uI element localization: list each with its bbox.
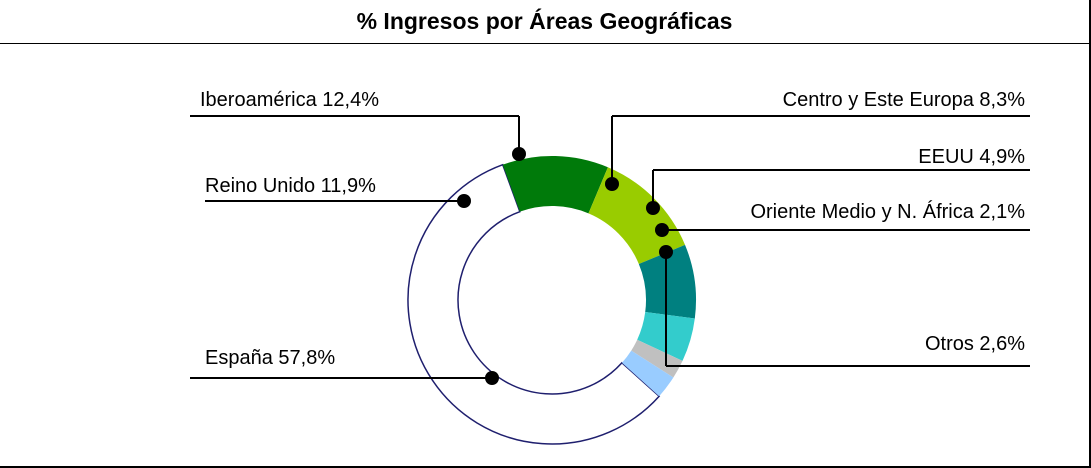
label-otros: Otros 2,6% xyxy=(925,333,1025,355)
marker-dot-oriente-medio-y-n-africa xyxy=(655,223,669,237)
callouts-group: España 57,8% Reino Unido 11,9% Iberoaméric… xyxy=(190,89,1030,385)
slice-otros xyxy=(621,350,674,397)
label-espana: España 57,8% xyxy=(205,347,335,369)
slice-espana xyxy=(407,163,661,445)
marker-dot-eeuu xyxy=(646,201,660,215)
marker-dot-espana xyxy=(485,371,499,385)
label-reino-unido: Reino Unido 11,9% xyxy=(205,175,376,197)
marker-dot-reino-unido xyxy=(457,194,471,208)
marker-dot-iberoamerica xyxy=(512,147,526,161)
marker-dot-centro-y-este-europa xyxy=(605,177,619,191)
label-eeuu: EEUU 4,9% xyxy=(918,146,1025,168)
leader-line-otros xyxy=(665,252,1030,367)
marker-dot-otros xyxy=(659,245,673,259)
slice-iberoamerica xyxy=(588,167,686,264)
title-bar: % Ingresos por Áreas Geográficas xyxy=(0,0,1089,44)
leader-line-centro-y-este-europa xyxy=(611,115,1030,184)
label-oriente-medio-y-n-africa: Oriente Medio y N. África 2,1% xyxy=(750,200,1025,223)
label-centro-y-este-europa: Centro y Este Europa 8,3% xyxy=(783,89,1026,111)
slice-centro-y-este-europa xyxy=(638,244,696,319)
slice-reino-unido xyxy=(502,156,608,214)
chart-title: % Ingresos por Áreas Geográficas xyxy=(356,8,733,34)
slice-oriente-medio-y-n-africa xyxy=(631,339,683,378)
leader-line-iberoamerica xyxy=(190,115,520,154)
label-iberoamerica: Iberoamérica 12,4% xyxy=(200,89,379,111)
